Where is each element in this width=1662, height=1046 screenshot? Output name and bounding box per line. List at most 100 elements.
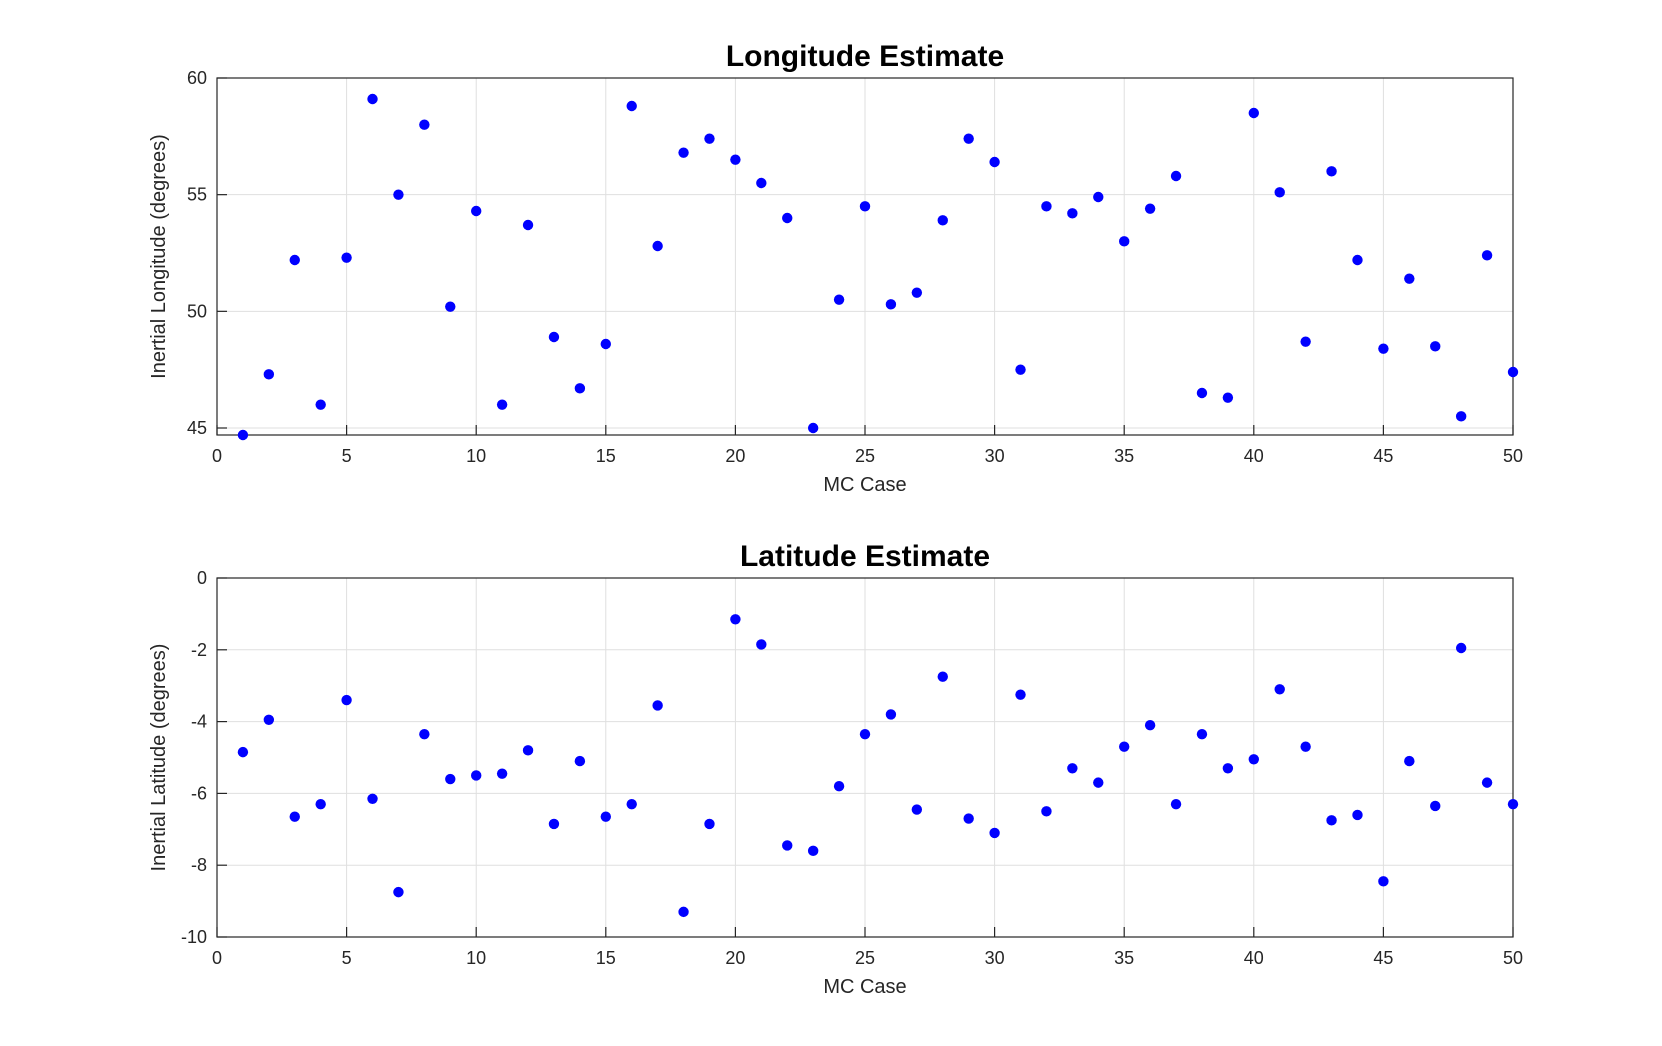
longitude-data-point (1248, 107, 1260, 119)
longitude-data-point (237, 429, 249, 441)
latitude-title: Latitude Estimate (740, 540, 990, 573)
longitude-data-point (626, 100, 637, 112)
latitude-x-tick-label: 40 (1244, 948, 1264, 968)
longitude-data-point (548, 331, 560, 343)
longitude-data-point (1222, 392, 1234, 403)
longitude-data-point (756, 177, 767, 189)
latitude-data-point (1326, 815, 1337, 826)
latitude-data-point (263, 714, 275, 726)
longitude-data-point (1119, 236, 1130, 247)
longitude-data-point (496, 399, 508, 410)
longitude-data-point (1196, 387, 1208, 399)
latitude-data-point (782, 840, 793, 851)
latitude-x-tick-label: 25 (855, 948, 875, 968)
latitude-data-point (1507, 798, 1519, 810)
latitude-data-point (1300, 741, 1311, 752)
latitude-data-point (963, 813, 974, 824)
latitude-x-tick-label: 45 (1373, 948, 1393, 968)
latitude-data-point (704, 818, 715, 830)
longitude-data-point (522, 219, 534, 231)
longitude-data-point (419, 119, 430, 130)
longitude-data-point (652, 240, 663, 252)
latitude-data-point (1430, 800, 1441, 812)
longitude-x-tick-label: 20 (725, 446, 745, 466)
longitude-data-point (1404, 273, 1415, 284)
longitude-data-point (445, 301, 456, 312)
latitude-data-point (341, 694, 352, 706)
longitude-data-point (1093, 191, 1104, 203)
longitude-data-point (263, 369, 275, 380)
latitude-data-point (393, 886, 404, 898)
longitude-data-point (704, 133, 715, 144)
latitude-x-axis-label: MC Case (823, 976, 906, 998)
longitude-data-point (574, 383, 586, 394)
longitude-data-point (833, 294, 845, 305)
latitude-x-tick-label: 15 (596, 948, 616, 968)
longitude-data-point (859, 201, 871, 212)
latitude-data-point (1274, 684, 1285, 695)
latitude-x-tick-label: 10 (466, 948, 486, 968)
latitude-data-point (807, 845, 819, 857)
latitude-data-point (522, 745, 534, 756)
latitude-data-point (1067, 763, 1078, 774)
latitude-y-tick-label: -2 (191, 640, 207, 660)
longitude-x-tick-label: 10 (466, 446, 486, 466)
longitude-data-point (1326, 166, 1337, 177)
longitude-y-axis-label: Inertial Longitude (degrees) (148, 134, 170, 379)
latitude-data-point (1352, 809, 1363, 821)
longitude-plot: 0 5 10 15 20 25 30 35 40 45 50 45 50 55 60 Longitude E… (148, 40, 1523, 496)
latitude-x-tick-label: 0 (212, 948, 222, 968)
latitude-x-tick-label: 50 (1503, 948, 1523, 968)
latitude-data-point (652, 700, 663, 711)
latitude-data-point (937, 671, 948, 682)
latitude-y-tick-label: -6 (191, 783, 207, 803)
latitude-x-tick-label: 35 (1114, 948, 1134, 968)
latitude-data-point (1248, 754, 1260, 765)
longitude-x-tick-label: 5 (342, 446, 352, 466)
longitude-data-point (367, 93, 378, 105)
longitude-grid (216, 77, 1514, 435)
latitude-data-point (600, 811, 611, 822)
longitude-data-point (393, 189, 404, 200)
latitude-data-point (1196, 728, 1208, 740)
latitude-y-axis-label: Inertial Latitude (degrees) (148, 644, 170, 872)
latitude-data-point (1481, 777, 1493, 788)
longitude-data-point (1067, 208, 1078, 219)
longitude-x-tick-label: 15 (596, 446, 616, 466)
latitude-data-point (289, 811, 300, 822)
latitude-data-point (859, 728, 871, 740)
latitude-data-point (1144, 719, 1156, 731)
latitude-x-tick-label: 20 (725, 948, 745, 968)
longitude-data-point (807, 422, 819, 434)
longitude-data-point (1507, 366, 1519, 378)
longitude-data-point (1352, 254, 1363, 266)
longitude-data-point (730, 154, 741, 165)
latitude-data-point (1378, 876, 1389, 887)
longitude-data-point (1015, 364, 1026, 375)
latitude-data-point (1404, 755, 1415, 767)
latitude-data-point (626, 798, 637, 810)
latitude-y-tick-label: 0 (197, 568, 207, 588)
latitude-data-point (574, 755, 586, 767)
latitude-data-point (1222, 763, 1234, 774)
latitude-data-point (548, 818, 560, 830)
longitude-data-point (1144, 203, 1156, 214)
longitude-data-point (1041, 201, 1052, 212)
longitude-data-point (678, 147, 689, 158)
latitude-x-tick-label: 30 (985, 948, 1005, 968)
latitude-plot: 0 5 10 15 20 25 30 35 40 45 50 -10 -8 -6 -4 -2 0 Latitud… (148, 540, 1523, 998)
latitude-data-point (911, 804, 923, 815)
longitude-x-tick-label: 30 (985, 446, 1005, 466)
latitude-y-tick-label: -10 (181, 927, 207, 947)
latitude-data-point (678, 906, 689, 918)
longitude-y-tick-label: 50 (187, 301, 207, 321)
latitude-y-tick-label: -8 (191, 855, 207, 875)
longitude-data-point (471, 205, 482, 217)
latitude-data-point (989, 827, 1000, 839)
longitude-x-tick-label: 25 (855, 446, 875, 466)
longitude-x-tick-label: 50 (1503, 446, 1523, 466)
longitude-x-tick-label: 35 (1114, 446, 1134, 466)
latitude-ticks: 0 5 10 15 20 25 30 35 40 45 50 -10 -8 -6 -4 -2 0 (181, 568, 1523, 968)
latitude-data-point (1119, 741, 1130, 752)
